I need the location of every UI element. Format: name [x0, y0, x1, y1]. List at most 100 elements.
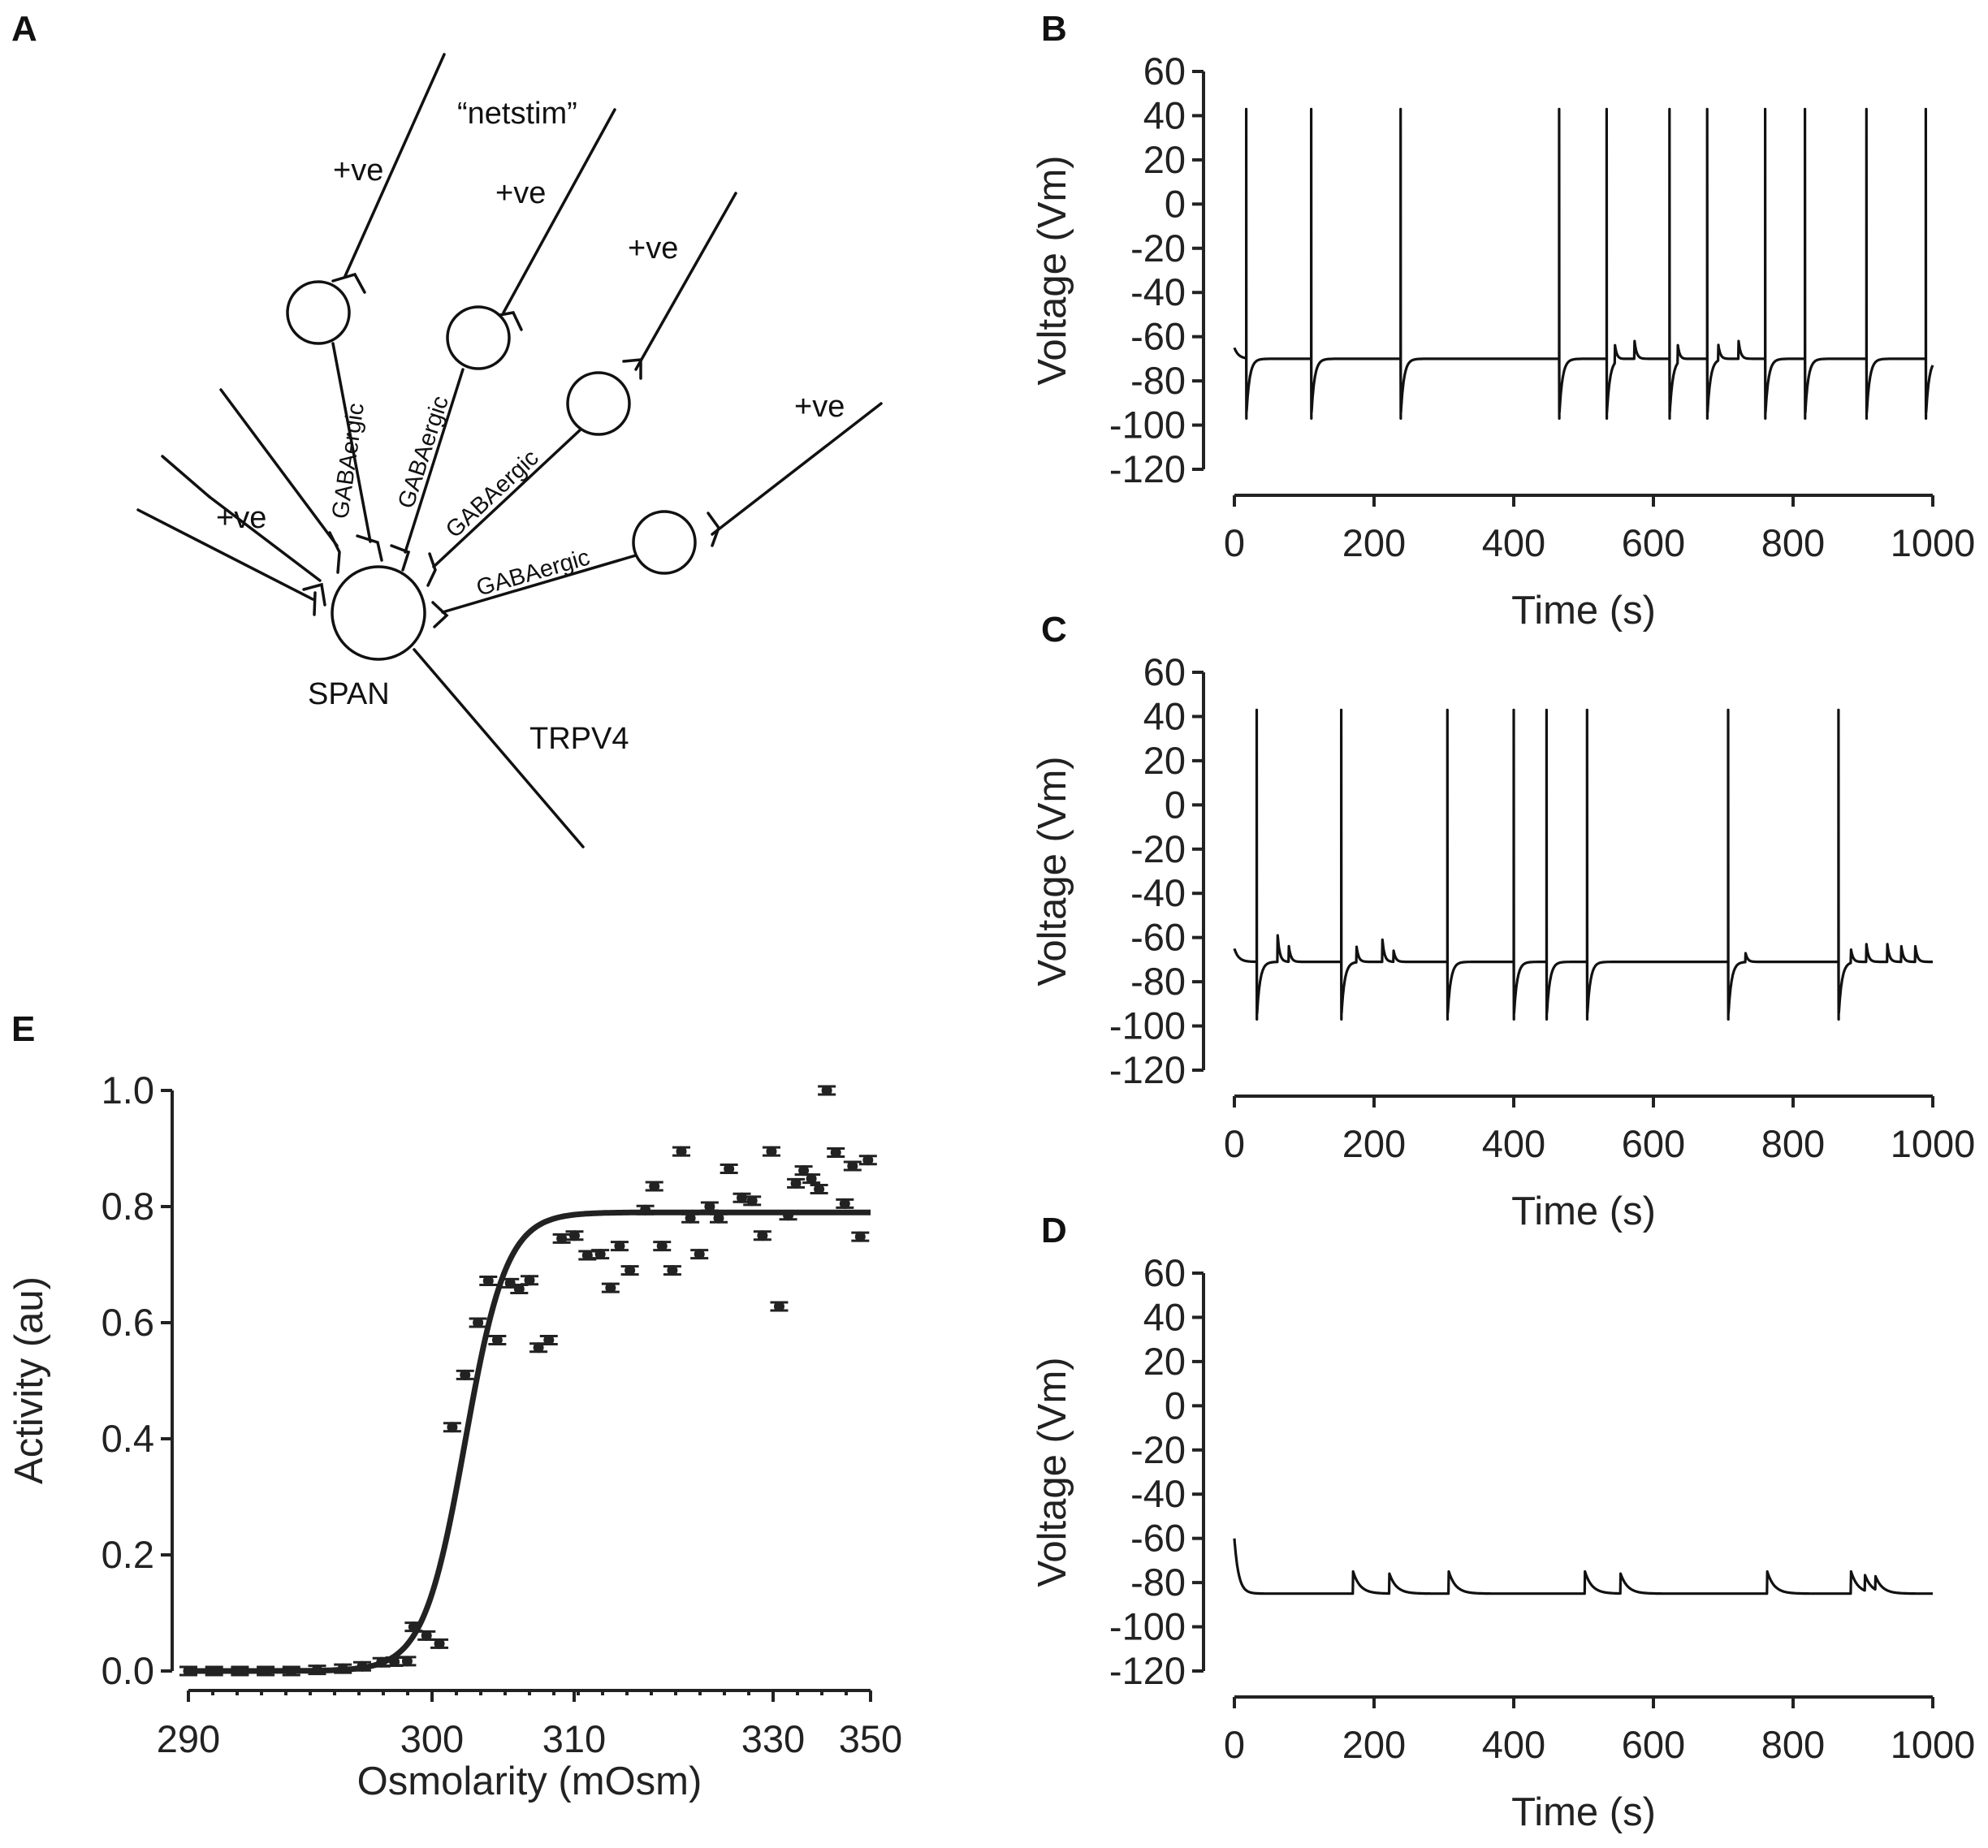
chart-b-y-tick-label: -80 — [1130, 359, 1186, 402]
chart-e-data-point — [766, 1146, 777, 1157]
chart-b-y-tick-label: 0 — [1165, 182, 1186, 225]
chart-c-y-tick-label: -60 — [1130, 916, 1186, 959]
netstim-axon-2 — [502, 108, 616, 314]
chart-b-y-tick-label: 20 — [1143, 138, 1186, 181]
chart-e-data-point — [821, 1085, 832, 1096]
chart-e-data-point — [389, 1656, 400, 1668]
chart-e-data-point — [491, 1334, 503, 1345]
span-label: SPAN — [308, 677, 390, 711]
chart-e-data-point — [830, 1147, 841, 1159]
chart-b-x-tick-label: 0 — [1224, 521, 1245, 564]
chart-d-y-tick-label: -40 — [1130, 1472, 1186, 1515]
chart-d-x-tick-label: 400 — [1482, 1723, 1545, 1766]
chart-e-data-point — [814, 1184, 825, 1195]
chart-c-x-tick-label: 0 — [1224, 1122, 1245, 1165]
gaba-terminal-2 — [390, 544, 411, 572]
chart-e-data-point — [724, 1164, 735, 1175]
gaba-terminal-1 — [356, 534, 383, 562]
chart-e-data-point — [581, 1250, 593, 1261]
interneuron-4 — [632, 510, 697, 575]
chart-e-data-point — [337, 1663, 348, 1674]
chart-b-y-tick-label: -60 — [1130, 315, 1186, 358]
synapse-terminal-3 — [622, 358, 642, 380]
chart-e-data-point — [839, 1198, 850, 1209]
chart-d-y-tick-label: 40 — [1143, 1295, 1186, 1338]
chart-d-membrane-trace — [1233, 1538, 1934, 1595]
chart-e-data-point — [667, 1265, 678, 1276]
chart-e-y-tick-label: 0.6 — [102, 1301, 154, 1344]
chart-c-y-tick-label: -80 — [1130, 960, 1186, 1003]
excitatory-input-2 — [208, 495, 322, 582]
chart-d-y-tick-label: -120 — [1109, 1649, 1186, 1692]
panel-letter-d: D — [1041, 1211, 1067, 1250]
chart-e-data-point — [676, 1146, 687, 1157]
chart-e-data-point — [183, 1665, 194, 1677]
positive-label-5: +ve — [216, 501, 266, 535]
chart-d-y-tick-label: -80 — [1130, 1561, 1186, 1604]
chart-d-y-tick-label: 20 — [1143, 1340, 1186, 1383]
chart-e-y-tick-label: 0.0 — [102, 1649, 154, 1692]
trpv4-label: TRPV4 — [529, 722, 629, 756]
chart-e-activity: 0.0 0.2 0.4 0.6 0.8 1.0 290 300 310 330 350 Osmolar… — [7, 1069, 902, 1803]
chart-b-x-label: Time (s) — [1511, 589, 1656, 633]
chart-c-x-tick-label: 1000 — [1891, 1122, 1976, 1165]
chart-b-y-tick-label: -40 — [1130, 270, 1186, 313]
chart-e-data-point — [862, 1155, 874, 1166]
gaba-projection-1 — [331, 342, 372, 543]
excitatory-input-2-tail — [161, 455, 211, 499]
chart-c-y-tick-label: 20 — [1143, 739, 1186, 782]
chart-e-y-tick-label: 0.2 — [102, 1533, 154, 1576]
chart-e-data-point — [694, 1249, 705, 1260]
chart-e-fit-curve — [188, 1209, 871, 1674]
chart-e-data-point — [656, 1241, 668, 1252]
chart-c-x-tick-label: 800 — [1761, 1122, 1825, 1165]
interneuron-3 — [566, 371, 631, 436]
positive-label-1: +ve — [333, 153, 383, 188]
chart-d-x-tick-label: 200 — [1342, 1723, 1406, 1766]
chart-b-x-tick-label: 400 — [1482, 521, 1545, 564]
chart-e-data-point — [556, 1233, 568, 1244]
chart-e-y-tick-label: 0.4 — [102, 1417, 154, 1460]
chart-e-data-point — [286, 1665, 297, 1677]
chart-e-data-point — [854, 1231, 866, 1242]
chart-b-y-label: Voltage (Vm) — [1031, 155, 1074, 385]
chart-e-x-tick-label: 310 — [542, 1717, 606, 1760]
interneuron-2 — [446, 305, 511, 370]
chart-e-data-point — [737, 1192, 748, 1203]
chart-e-data-point — [357, 1660, 368, 1672]
chart-d-x-label: Time (s) — [1511, 1790, 1656, 1834]
chart-e-y-tick-label: 0.8 — [102, 1185, 154, 1228]
chart-e-y-tick-label: 1.0 — [102, 1069, 154, 1112]
chart-b-x-tick-label: 1000 — [1891, 521, 1976, 564]
netstim-axon-3 — [634, 192, 737, 371]
chart-e-x-label: Osmolarity (mOsm) — [357, 1759, 702, 1803]
chart-e-data-point — [798, 1165, 810, 1177]
chart-e-data-point — [401, 1656, 413, 1667]
chart-c-x-label: Time (s) — [1511, 1190, 1656, 1233]
excitatory-input-3 — [136, 508, 314, 601]
positive-label-3: +ve — [628, 231, 678, 266]
chart-d-y-tick-label: 0 — [1165, 1384, 1186, 1427]
chart-c-y-tick-label: 60 — [1143, 650, 1186, 693]
chart-c-y-tick-label: -120 — [1109, 1048, 1186, 1091]
gaba-label-3: GABAergic — [441, 445, 544, 543]
chart-e-y-label: Activity (au) — [7, 1276, 51, 1484]
netstim-label: “netstim” — [457, 97, 577, 131]
netstim-axon-1 — [344, 53, 446, 278]
chart-e-data-point — [460, 1369, 471, 1380]
chart-e-data-point — [746, 1195, 758, 1207]
chart-d-y-tick-label: -20 — [1130, 1428, 1186, 1471]
chart-c-y-label: Voltage (Vm) — [1031, 756, 1074, 986]
chart-c-y-tick-label: -40 — [1130, 871, 1186, 914]
trpv4-input — [413, 648, 585, 848]
gaba-label-4: GABAergic — [473, 544, 593, 601]
chart-c-x-tick-label: 600 — [1622, 1122, 1685, 1165]
synapse-terminal-4 — [707, 512, 720, 547]
chart-b-x-tick-label: 200 — [1342, 521, 1406, 564]
chart-d-x-tick-label: 800 — [1761, 1723, 1825, 1766]
chart-e-data-point — [568, 1230, 580, 1241]
chart-d-y-tick-label: -60 — [1130, 1517, 1186, 1560]
